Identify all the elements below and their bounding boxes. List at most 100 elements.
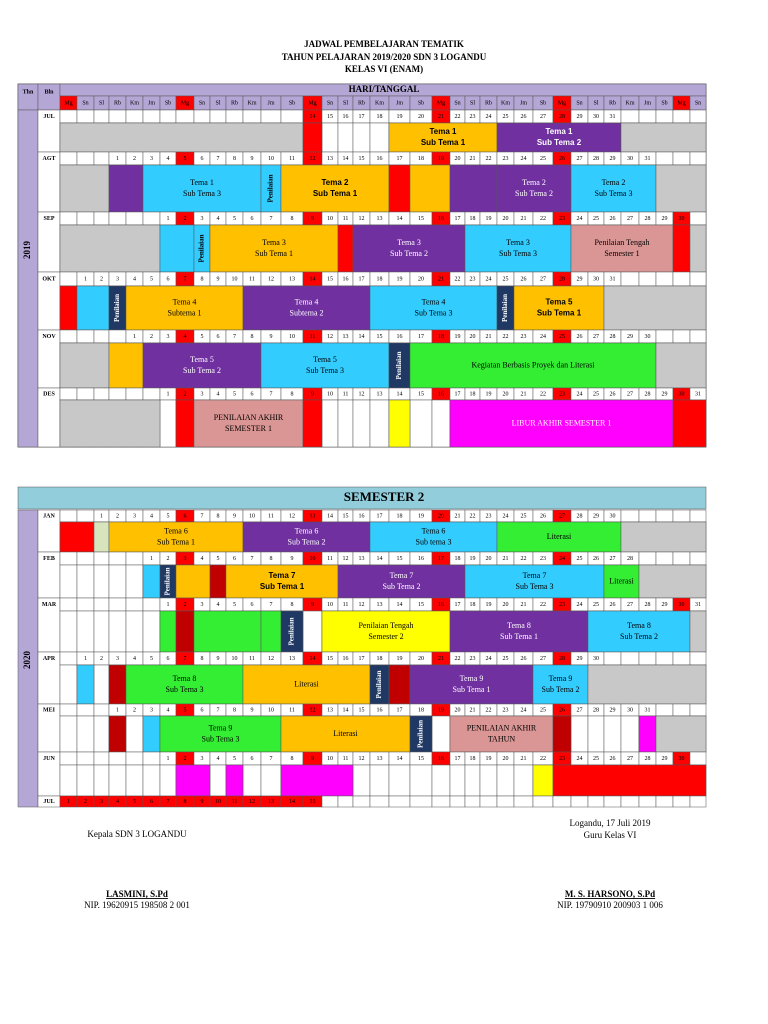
day-number: 5 <box>233 391 236 397</box>
day-number: 20 <box>418 276 424 282</box>
day-number: 9 <box>251 707 254 713</box>
day-number: 21 <box>486 334 492 340</box>
day-number: 18 <box>377 276 383 282</box>
day-number: 14 <box>397 391 403 397</box>
day-number: 8 <box>291 602 294 608</box>
day-name: Sl <box>593 100 598 106</box>
schedule-block <box>388 122 498 153</box>
day-number: 6 <box>184 513 187 519</box>
block-label: Sub Tema 3 <box>306 366 344 375</box>
day-number: 7 <box>233 334 236 340</box>
day-number: 8 <box>201 656 204 662</box>
schedule-block <box>587 610 691 653</box>
month-label: OKT <box>42 276 55 282</box>
day-number: 1 <box>167 391 170 397</box>
day-number: 25 <box>503 114 509 120</box>
title-line: KELAS VI (ENAM) <box>345 64 423 74</box>
day-cell <box>108 211 127 226</box>
day-cell <box>93 703 110 717</box>
empty-cell <box>464 764 481 797</box>
day-number: 3 <box>167 334 170 340</box>
schedule-block <box>409 664 534 705</box>
day-cell <box>159 109 177 124</box>
empty-cell <box>337 122 354 153</box>
day-number: 7 <box>251 556 254 562</box>
day-number: 17 <box>397 707 403 713</box>
block-label: Penilaian <box>288 617 296 645</box>
day-number: 6 <box>251 756 254 762</box>
day-number: 27 <box>627 602 633 608</box>
day-number: 11 <box>289 707 295 713</box>
block-label: Literasi <box>294 679 319 688</box>
month-label: JUL <box>43 799 54 805</box>
empty-cell <box>352 764 371 797</box>
schedule-block <box>59 164 110 213</box>
day-number: 27 <box>627 216 633 222</box>
day-cell <box>513 795 534 808</box>
block-label: Tema 3 <box>397 238 421 247</box>
day-number: 29 <box>577 114 583 120</box>
day-number: 18 <box>397 513 403 519</box>
empty-cell <box>409 399 433 448</box>
month-label: NOV <box>42 334 56 340</box>
day-cell <box>76 597 95 612</box>
block-label: Tema 5 <box>546 298 574 307</box>
day-number: 2 <box>133 156 136 162</box>
day-number: 6 <box>201 156 204 162</box>
day-number: 9 <box>291 556 294 562</box>
day-number: 15 <box>418 602 424 608</box>
day-number: 25 <box>577 556 583 562</box>
day-cell <box>409 795 433 808</box>
day-number: 16 <box>343 114 349 120</box>
schedule-block <box>409 342 657 389</box>
block-label: Semester 2 <box>368 632 403 641</box>
day-cell <box>603 651 622 666</box>
day-cell <box>689 329 707 344</box>
day-number: 3 <box>116 656 119 662</box>
day-number: 5 <box>233 602 236 608</box>
day-number: 19 <box>486 602 492 608</box>
day-number: 16 <box>438 391 444 397</box>
block-label: Tema 6 <box>422 526 446 535</box>
day-name: Rb <box>231 100 238 106</box>
day-number: 5 <box>233 216 236 222</box>
block-label: Penilaian <box>198 234 206 262</box>
day-cell <box>76 751 95 766</box>
day-number: 27 <box>540 114 546 120</box>
day-number: 2 <box>100 276 103 282</box>
day-number: 17 <box>455 602 461 608</box>
schedule-block <box>260 342 390 389</box>
schedule-block <box>59 285 78 331</box>
day-cell <box>672 329 691 344</box>
day-number: 13 <box>343 334 349 340</box>
day-number: 20 <box>418 656 424 662</box>
empty-cell <box>431 715 451 753</box>
day-name: Km <box>375 100 384 106</box>
day-number: 14 <box>377 556 383 562</box>
day-cell <box>672 151 691 166</box>
day-number: 16 <box>377 707 383 713</box>
day-name: Mg <box>437 100 445 106</box>
day-cell <box>689 703 707 717</box>
day-cell <box>93 597 110 612</box>
month-label: DES <box>43 391 55 397</box>
day-number: 13 <box>327 156 333 162</box>
day-cell <box>93 551 110 566</box>
day-number: 4 <box>167 156 170 162</box>
day-cell <box>59 597 78 612</box>
day-number: 21 <box>521 216 527 222</box>
day-cell <box>552 795 572 808</box>
day-number: 3 <box>201 602 204 608</box>
day-number: 5 <box>233 756 236 762</box>
block-label: Tema 3 <box>262 238 286 247</box>
day-name: Sn <box>695 100 701 106</box>
schedule-block <box>388 399 411 448</box>
day-number: 30 <box>593 276 599 282</box>
day-cell <box>93 211 110 226</box>
day-number: 1 <box>84 656 87 662</box>
day-number: 12 <box>359 756 365 762</box>
day-number: 24 <box>521 707 527 713</box>
empty-cell <box>125 764 144 797</box>
day-number: 8 <box>233 707 236 713</box>
semester2-title: SEMESTER 2 <box>344 489 425 504</box>
